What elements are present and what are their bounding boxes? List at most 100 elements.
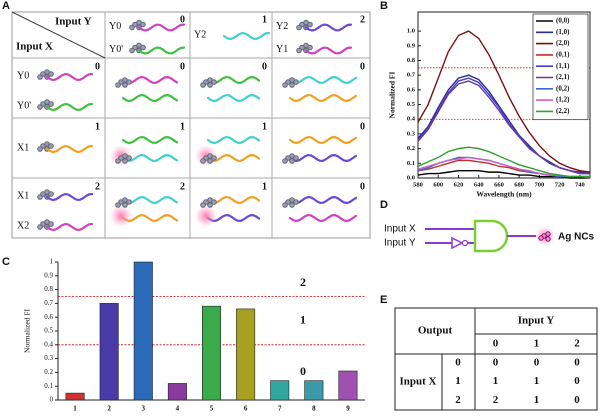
- table-cell: 2: [493, 394, 499, 406]
- dna-strand: [288, 195, 358, 205]
- output-value: 0: [95, 61, 100, 72]
- x-tick-label: 680: [514, 181, 524, 188]
- legend-label: (0,2): [556, 84, 570, 92]
- silver-nanocluster: [48, 143, 54, 149]
- dna-strand: [206, 93, 261, 103]
- silver-nanocluster: [37, 146, 43, 152]
- y-tick-label: 0: [50, 396, 54, 404]
- x-tick-label: 6: [244, 405, 248, 413]
- legend-label: (0,0): [556, 17, 570, 25]
- dna-strand: [288, 213, 358, 223]
- strand-label: Y2: [194, 29, 206, 40]
- strand-label: X2: [17, 220, 29, 231]
- silver-nanocluster: [207, 82, 213, 88]
- silver-nanocluster: [207, 202, 213, 208]
- strand-label: Y1: [276, 44, 288, 55]
- legend-label: (2,1): [556, 73, 570, 81]
- silver-nanocluster: [207, 158, 213, 164]
- silver-nanocluster: [126, 155, 132, 161]
- corner-diagonal: [11, 11, 106, 59]
- output-value: 2: [180, 181, 185, 192]
- dna-strand: [288, 93, 358, 103]
- spectrum-line: [417, 30, 591, 173]
- silver-nanocluster: [115, 202, 121, 208]
- x-tick-label: 740: [575, 181, 585, 188]
- x-tick-label: 700: [535, 181, 545, 188]
- strand-label: Y0: [109, 21, 121, 32]
- panel-label: E: [380, 294, 387, 306]
- table-cell: 1: [534, 375, 540, 387]
- dna-strand: [288, 135, 358, 145]
- y-tick-label: 0.8: [407, 57, 416, 64]
- output-value: 1: [262, 181, 267, 192]
- silver-nanocluster: [200, 158, 206, 164]
- panel-label: B: [380, 0, 388, 12]
- bar: [133, 261, 153, 401]
- silver-nanocluster: [48, 221, 54, 227]
- table-cell: 0: [534, 357, 540, 369]
- silver-nanocluster: [48, 191, 54, 197]
- legend-label: (1,0): [556, 28, 570, 36]
- y-tick-label: 0.6: [44, 313, 53, 321]
- strand-label: Y0: [17, 70, 29, 81]
- output-label: Ag NCs: [558, 232, 595, 243]
- table-cell: 1: [534, 394, 540, 406]
- and-gate: [473, 219, 509, 253]
- y-tick-label: 0.2: [44, 368, 53, 376]
- x-tick-label: 8: [312, 405, 316, 413]
- x-tick-label: 2: [107, 405, 111, 413]
- bar: [270, 380, 290, 401]
- dna-strand: [45, 192, 94, 202]
- table-cell: 1: [493, 375, 499, 387]
- row-label: 2: [455, 394, 461, 406]
- silver-nanocluster: [293, 155, 299, 161]
- dna-strand: [288, 75, 358, 85]
- strand-label: X1: [17, 142, 29, 153]
- silver-nanocluster: [115, 158, 121, 164]
- silver-nanocluster: [307, 21, 313, 28]
- silver-nanocluster: [126, 199, 132, 205]
- silver-nanocluster: [211, 199, 217, 205]
- dna-strand: [304, 23, 353, 32]
- dna-strand: [137, 46, 186, 55]
- dna-strand: [222, 31, 271, 41]
- dna-strand: [121, 75, 179, 85]
- y-tick-label: 0.5: [44, 327, 53, 335]
- x-tick-label: 620: [454, 181, 464, 188]
- silver-nanocluster: [538, 235, 544, 241]
- silver-nanocluster: [122, 158, 128, 164]
- column-label: 2: [574, 338, 580, 350]
- output-value: 0: [360, 121, 365, 132]
- dna-strand: [137, 23, 186, 32]
- silver-nanocluster: [282, 202, 288, 208]
- silver-nanocluster: [296, 47, 302, 54]
- x-tick-label: 580: [413, 181, 423, 188]
- output-value: 1: [262, 14, 267, 25]
- silver-nanocluster: [122, 202, 128, 208]
- silver-nanocluster: [282, 158, 288, 164]
- output-value: 1: [180, 121, 185, 132]
- dna-strand: [121, 213, 179, 223]
- y-tick-label: 0.6: [407, 86, 416, 93]
- spectrum-line: [417, 80, 590, 175]
- output-value: 0: [360, 181, 365, 192]
- silver-nanocluster: [129, 47, 135, 54]
- dna-strand: [206, 213, 261, 223]
- silver-nanocluster: [289, 202, 295, 208]
- input-label: Input X: [384, 224, 416, 235]
- fluorescence-glow: [195, 205, 217, 227]
- y-tick-label: 0.4: [44, 340, 53, 348]
- column-label: 0: [493, 338, 499, 350]
- dna-strand: [121, 93, 179, 103]
- legend-label: (2,0): [556, 39, 570, 47]
- strand-label: Y2: [276, 21, 288, 32]
- dna-strand: [288, 153, 358, 163]
- spectrum-line: [417, 146, 590, 178]
- output-value: 0: [180, 14, 185, 25]
- table-header: Input Y: [518, 315, 555, 327]
- legend-label: (2,2): [556, 107, 570, 115]
- dna-strand: [206, 135, 261, 145]
- y-tick-label: 0.3: [44, 354, 53, 362]
- zone-label: 0: [300, 364, 306, 378]
